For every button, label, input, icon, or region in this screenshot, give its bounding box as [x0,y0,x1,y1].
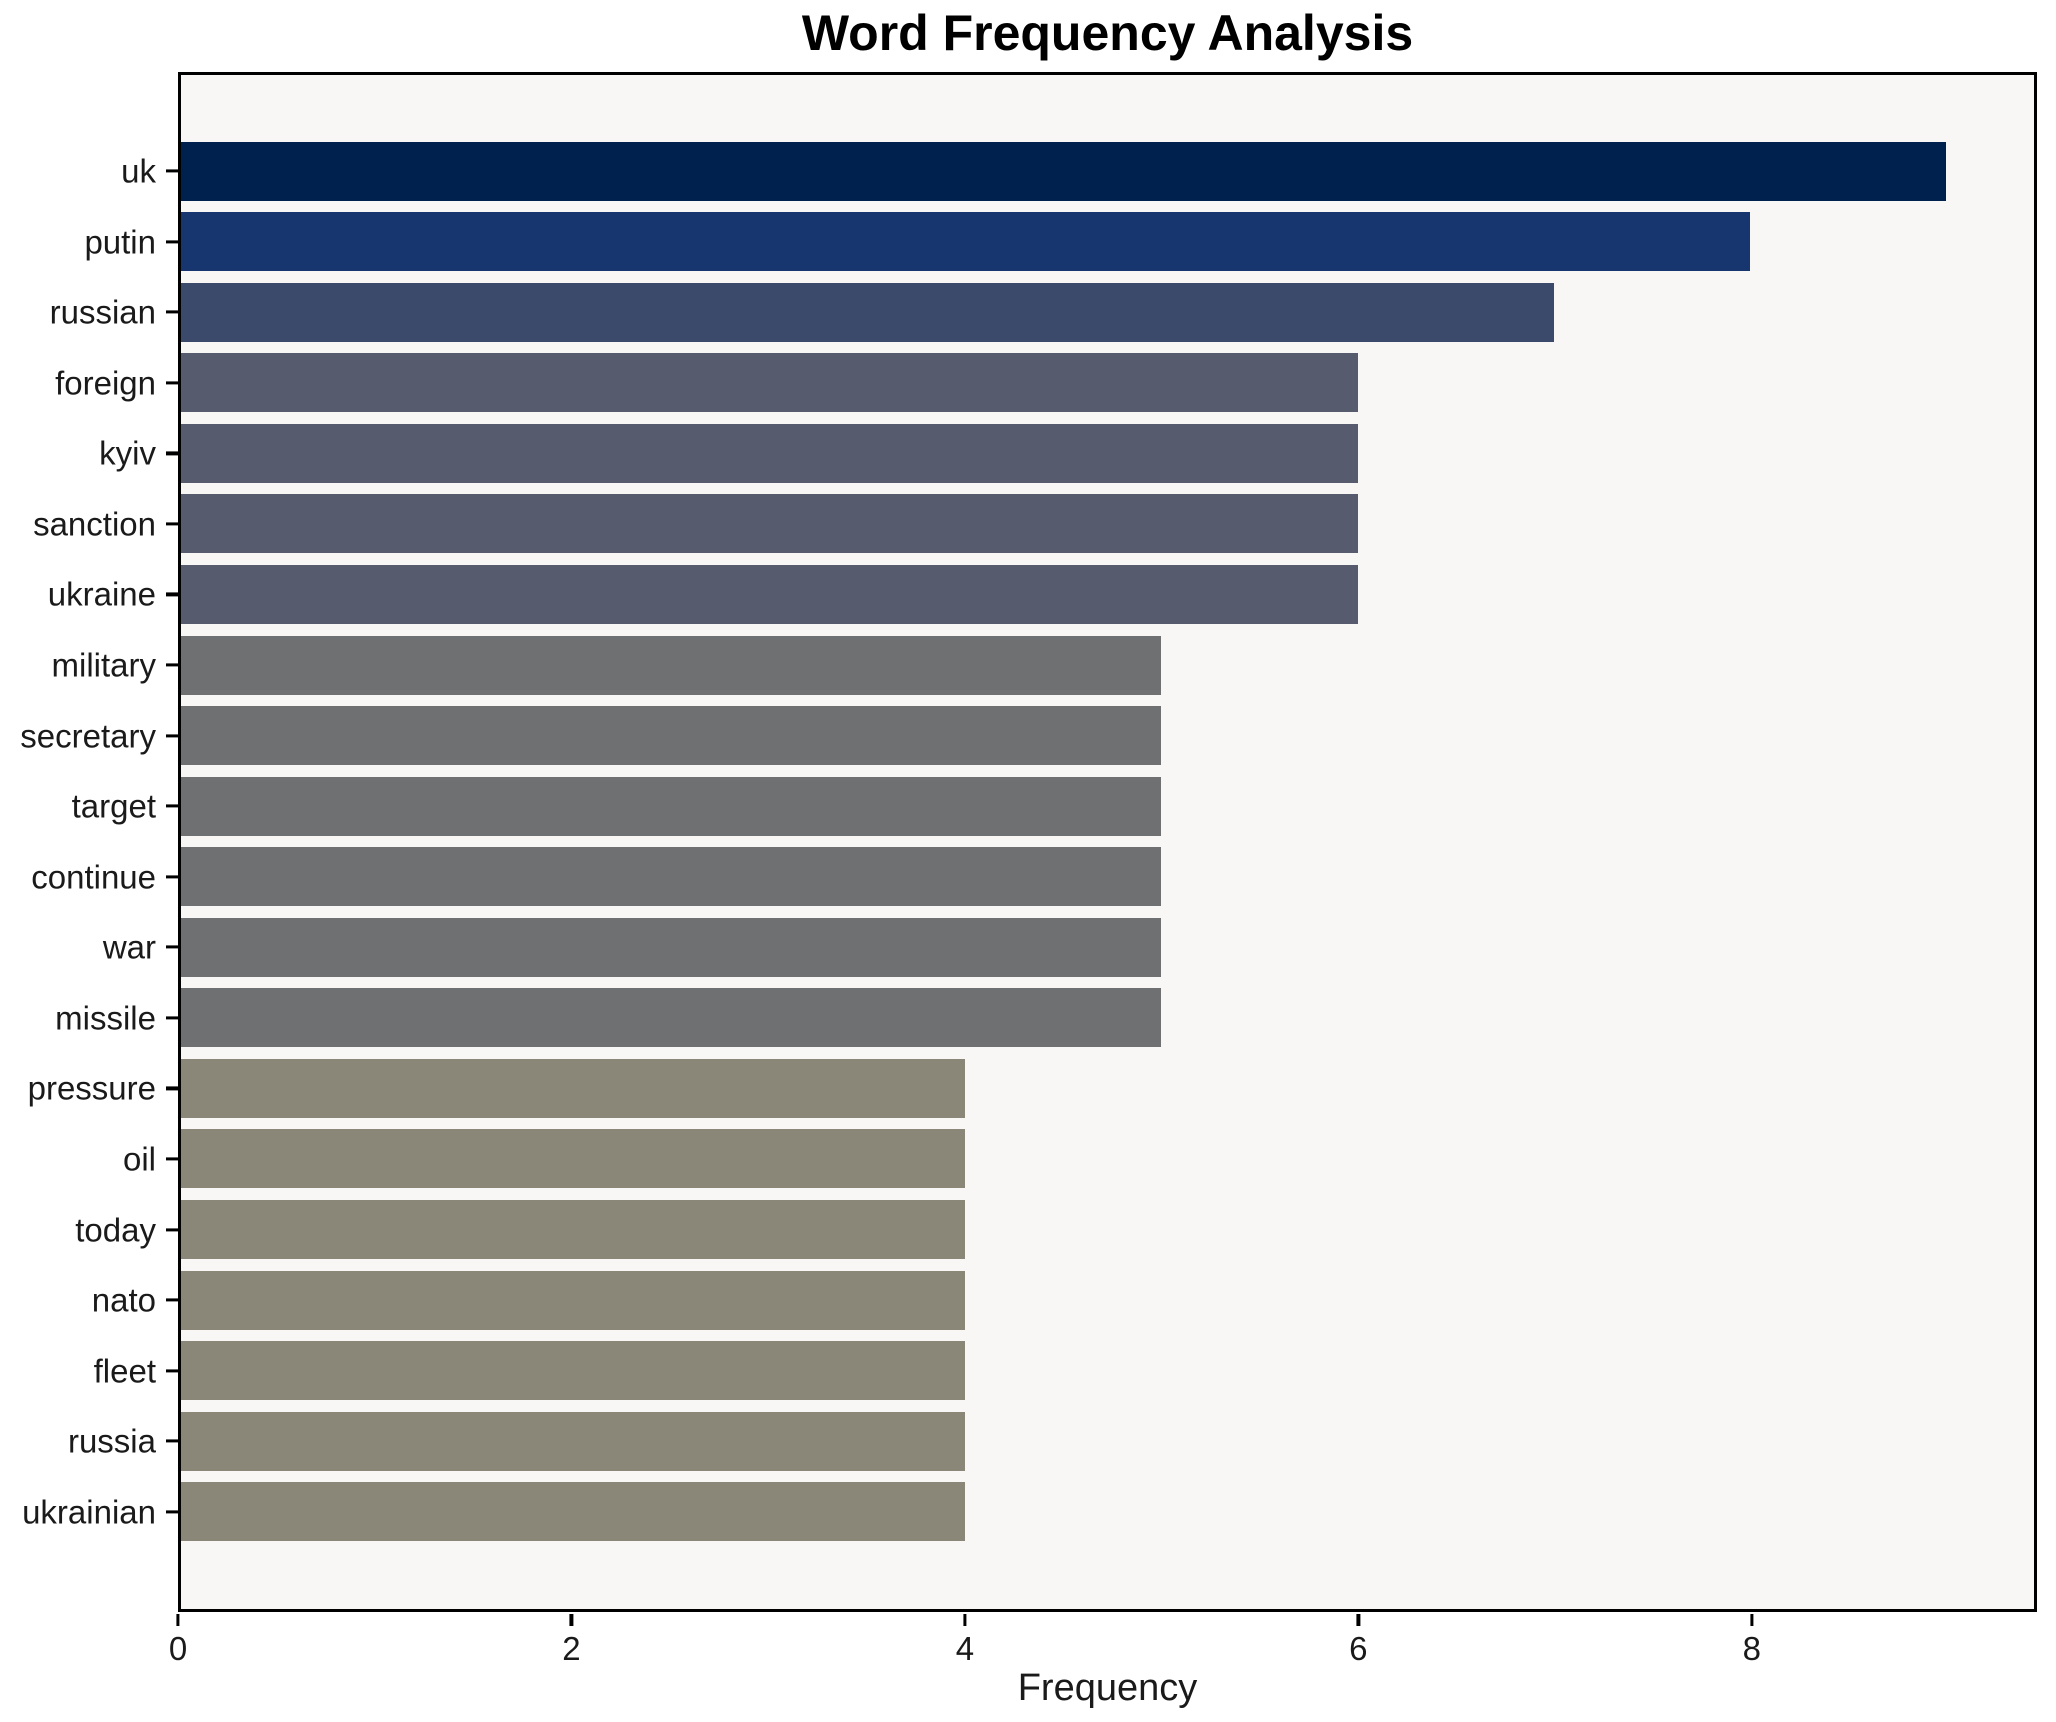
bar [181,1411,966,1471]
bar-row: war [103,912,2034,983]
bar-row: russian [50,277,2034,348]
y-tick [165,1439,178,1443]
bar [181,141,1946,201]
x-tick [963,1613,967,1626]
bar-row: oil [123,1124,2034,1195]
bar [181,282,1554,342]
bar [181,988,1162,1048]
bar [181,1129,966,1189]
y-tick [165,1298,178,1302]
bar-row: military [52,630,2034,701]
y-tick-label: today [75,1211,156,1249]
bar-row: uk [121,136,2034,207]
y-tick [165,804,178,808]
x-axis-label: Frequency [1017,1667,1198,1709]
chart-title: Word Frequency Analysis [801,5,1414,61]
y-tick [165,310,178,314]
y-tick-label: target [71,787,156,825]
x-tick-label: 2 [562,1630,581,1667]
y-tick-label: foreign [55,364,156,402]
y-tick-label: war [102,928,156,966]
y-tick-label: ukraine [47,575,156,613]
bar-row: sanction [33,489,2034,560]
y-tick [165,240,178,244]
y-tick [165,1227,178,1232]
x-tick [176,1613,180,1626]
bar [181,776,1162,836]
y-tick-label: secretary [20,717,156,755]
y-tick [165,1016,178,1020]
bar-row: fleet [94,1335,2034,1406]
y-tick-label: putin [84,223,156,261]
y-tick-label: uk [121,152,156,190]
bar [181,917,1162,977]
bar-row: pressure [28,1053,2034,1124]
y-tick-label: ukrainian [22,1493,156,1531]
y-tick [165,451,178,455]
bar-row: target [72,771,2034,842]
y-tick-label: fleet [93,1352,156,1390]
bar-row: nato [92,1265,2034,1336]
y-tick-label: russia [67,1422,156,1460]
y-tick-label: military [51,646,157,684]
bar [181,1341,966,1401]
y-tick-label: pressure [27,1069,156,1107]
y-tick-label: russian [49,293,156,331]
x-tick-label: 8 [1742,1630,1761,1667]
bar-row: ukraine [48,559,2034,630]
x-tick-label: 0 [168,1630,188,1667]
plot-area: uk putin russian foreign kyiv sanction ukraine… [20,72,2037,1612]
y-tick-label: missile [55,999,156,1037]
bar [181,564,1358,624]
bar [181,212,1750,272]
y-tick [165,381,178,385]
x-tick [569,1613,574,1626]
bar-row: ukrainian [22,1476,2034,1547]
bar [181,1058,966,1118]
bar-row: kyiv [99,418,2034,489]
y-tick-label: kyiv [99,434,156,472]
y-tick [165,733,178,738]
bar [181,494,1358,554]
x-tick-label: 6 [1349,1630,1368,1667]
bar-row: russia [68,1406,2034,1477]
y-tick [165,945,178,949]
bar [181,353,1358,413]
bar-row: foreign [55,347,2034,418]
bar [181,706,1162,766]
bar-row: missile [55,983,2034,1054]
y-tick [165,875,178,879]
x-tick-label: 4 [955,1630,975,1667]
y-tick [165,663,178,667]
y-tick [165,1510,178,1514]
y-tick [165,522,178,526]
y-tick-label: oil [122,1140,156,1178]
bar [181,1270,966,1330]
bar-row: continue [31,841,2034,912]
bar [181,635,1162,695]
bar [181,423,1358,483]
y-tick [165,1086,178,1090]
x-tick [1750,1613,1754,1626]
y-tick [165,1157,178,1161]
y-tick-label: continue [31,858,156,896]
bar-row: secretary [20,700,2034,771]
bar [181,1200,966,1260]
y-tick [165,169,178,173]
bar [181,1482,966,1542]
y-tick-label: nato [91,1281,156,1319]
bar-row: today [75,1194,2034,1265]
y-tick [165,1369,178,1373]
y-tick-label: sanction [33,505,156,543]
bar-row: putin [84,206,2034,277]
x-tick [1356,1613,1360,1626]
y-tick [165,592,178,597]
bar [181,847,1162,907]
